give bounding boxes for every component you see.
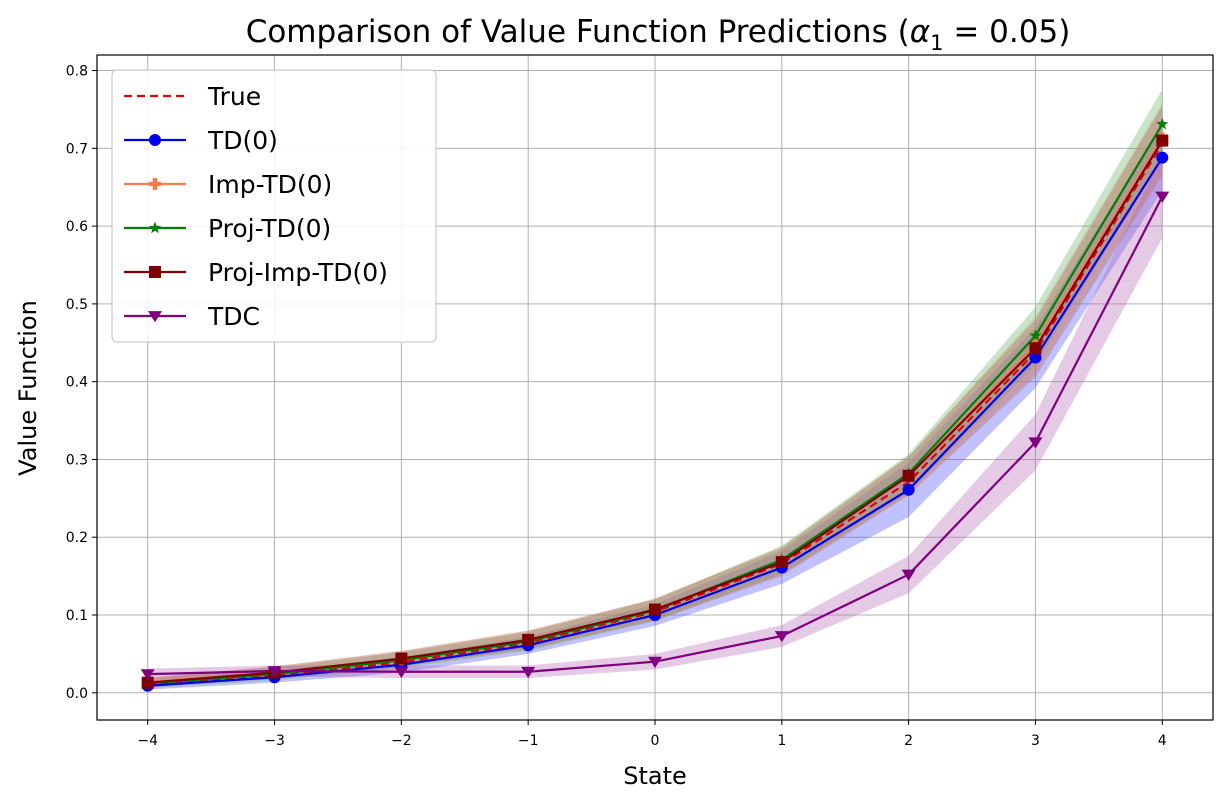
y-tick-label: 0.2 bbox=[66, 530, 88, 546]
x-tick-label: −1 bbox=[518, 733, 539, 749]
y-tick-label: 0.4 bbox=[66, 375, 88, 391]
point-tdc bbox=[774, 631, 789, 643]
point-tdc bbox=[267, 666, 282, 678]
y-tick-label: 0.6 bbox=[66, 219, 88, 235]
legend-marker-td-0 bbox=[149, 134, 161, 146]
legend-marker-imp-td-0 bbox=[149, 178, 161, 190]
legend-label-proj-imp-td-0: Proj-Imp-TD(0) bbox=[208, 258, 388, 287]
point-proj-imp-td-0 bbox=[902, 469, 915, 482]
y-tick-label: 0.8 bbox=[66, 64, 88, 80]
point-proj-imp-td-0 bbox=[141, 676, 154, 689]
point-tdc bbox=[1028, 437, 1043, 449]
chart-title-subscript: 1 bbox=[930, 31, 943, 55]
legend: True TD(0) Imp-TD(0) Proj-TD(0) Proj-Imp-TD(… bbox=[111, 69, 437, 343]
legend-label-td-0: TD(0) bbox=[207, 126, 278, 155]
point-proj-imp-td-0 bbox=[395, 652, 408, 665]
point-tdc bbox=[1155, 191, 1170, 203]
x-tick-label: −4 bbox=[137, 733, 158, 749]
legend-marker-proj-imp-td-0 bbox=[149, 266, 161, 278]
y-tick-label: 0.7 bbox=[66, 141, 88, 157]
y-tick-label: 0.3 bbox=[66, 452, 88, 468]
legend-label-true: True bbox=[207, 82, 261, 111]
chart-title-suffix: = 0.05) bbox=[944, 14, 1071, 50]
x-axis-label: State bbox=[623, 762, 687, 790]
x-tick-label: 3 bbox=[1031, 733, 1040, 749]
y-tick-label: 0.1 bbox=[66, 608, 88, 624]
legend-marker-proj-td-0 bbox=[148, 221, 162, 234]
point-proj-imp-td-0 bbox=[1156, 134, 1169, 147]
x-tick-label: −2 bbox=[391, 733, 412, 749]
point-proj-td-0 bbox=[1029, 329, 1042, 342]
point-tdc bbox=[648, 656, 662, 668]
legend-label-proj-td-0: Proj-TD(0) bbox=[208, 214, 331, 243]
x-tick-label: 1 bbox=[777, 733, 786, 749]
legend-box bbox=[111, 69, 437, 343]
y-tick-label: 0.5 bbox=[66, 297, 88, 313]
legend-label-tdc: TDC bbox=[207, 302, 260, 331]
y-tick-label: 0.0 bbox=[66, 686, 88, 702]
y-axis-label: Value Function bbox=[14, 300, 42, 476]
legend-entries: True TD(0) Imp-TD(0) Proj-TD(0) Proj-Imp-TD(… bbox=[124, 82, 388, 331]
x-tick-label: −3 bbox=[264, 733, 285, 749]
point-proj-imp-td-0 bbox=[1029, 342, 1042, 355]
chart-title-symbol: α bbox=[910, 14, 930, 50]
series-markers bbox=[140, 117, 1170, 692]
legend-marker-tdc bbox=[148, 311, 162, 323]
x-axis-ticks: −4 −3 −2 −1 0 1 2 3 4 bbox=[137, 720, 1167, 749]
point-td-0 bbox=[1156, 151, 1169, 164]
point-td-0 bbox=[1029, 351, 1042, 364]
point-tdc bbox=[140, 669, 155, 681]
point-tdc bbox=[394, 666, 409, 679]
point-proj-imp-td-0 bbox=[775, 556, 788, 569]
point-tdc bbox=[901, 569, 916, 581]
x-tick-label: 0 bbox=[651, 733, 660, 749]
y-axis-ticks: 0.0 0.1 0.2 0.3 0.4 0.5 0.6 0.7 0.8 bbox=[66, 64, 97, 702]
legend-label-imp-td-0: Imp-TD(0) bbox=[208, 170, 332, 199]
point-proj-imp-td-0 bbox=[522, 633, 535, 646]
point-tdc bbox=[521, 666, 536, 679]
x-tick-label: 2 bbox=[904, 733, 913, 749]
x-tick-label: 4 bbox=[1158, 733, 1167, 749]
point-td-0 bbox=[902, 483, 915, 496]
chart-title-main: Comparison of Value Function Predictions… bbox=[246, 14, 910, 50]
point-proj-imp-td-0 bbox=[649, 603, 661, 616]
point-proj-td-0 bbox=[1156, 117, 1169, 130]
chart-title: Comparison of Value Function Predictions… bbox=[246, 14, 1071, 55]
